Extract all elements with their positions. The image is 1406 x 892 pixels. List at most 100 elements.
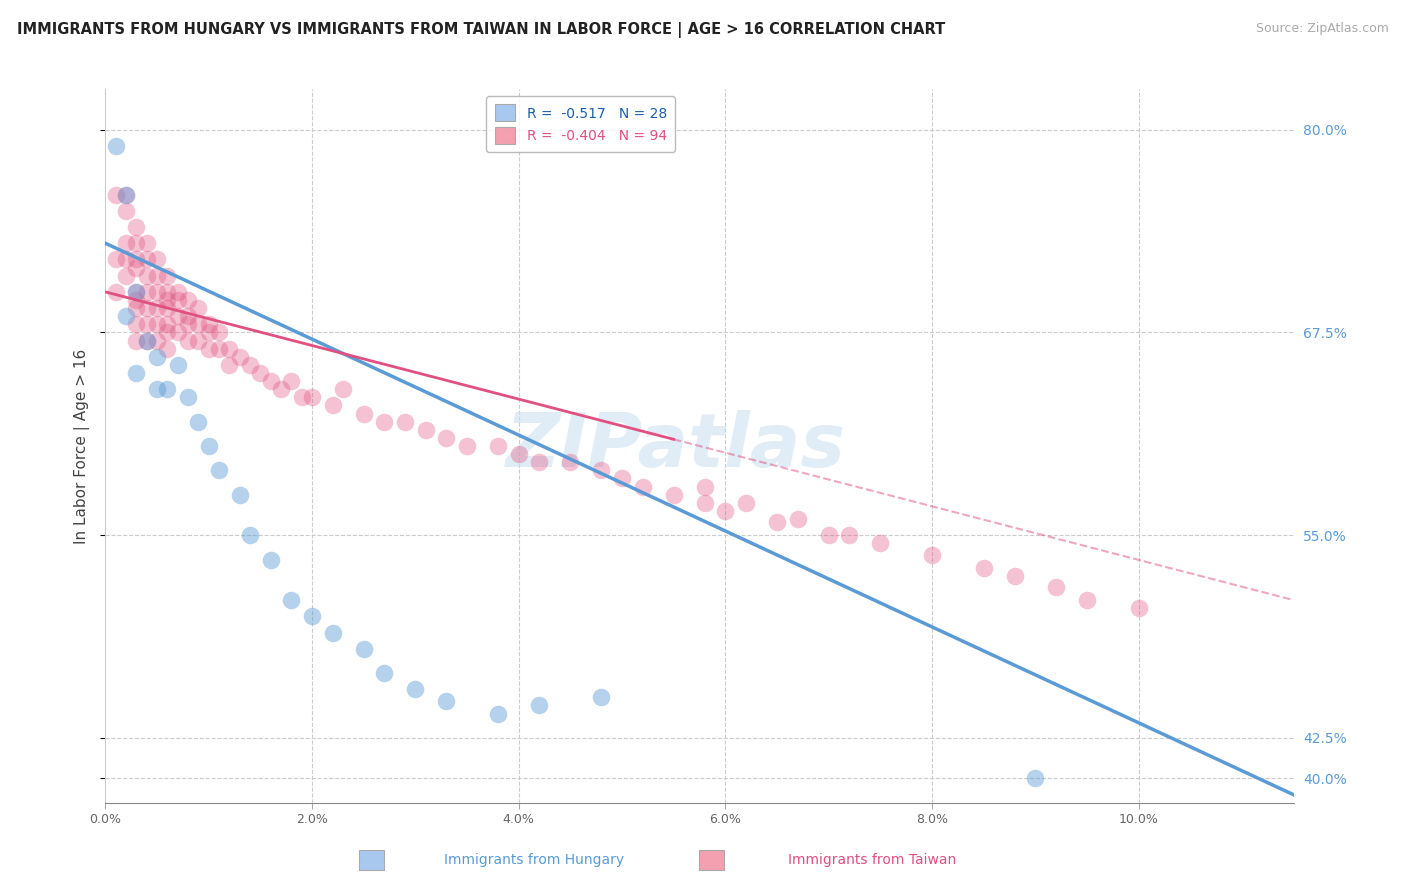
Point	[146, 318, 169, 332]
Point	[229, 350, 252, 364]
Point	[280, 593, 302, 607]
Point	[177, 334, 200, 348]
Point	[156, 326, 179, 340]
Point	[135, 334, 157, 348]
Point	[735, 496, 758, 510]
Point	[177, 318, 200, 332]
Point	[456, 439, 478, 453]
Point	[869, 536, 891, 550]
Point	[125, 366, 148, 380]
Point	[591, 690, 613, 705]
Point	[125, 334, 148, 348]
Point	[135, 318, 157, 332]
Point	[208, 463, 231, 477]
Point	[146, 334, 169, 348]
Point	[591, 463, 613, 477]
Point	[353, 641, 375, 656]
Point	[125, 301, 148, 315]
Point	[921, 548, 943, 562]
Point	[291, 390, 314, 404]
Point	[415, 423, 437, 437]
Point	[115, 252, 138, 267]
Point	[166, 358, 188, 372]
Legend: R =  -0.517   N = 28, R =  -0.404   N = 94: R = -0.517 N = 28, R = -0.404 N = 94	[486, 96, 675, 153]
Point	[115, 310, 138, 324]
Point	[486, 439, 509, 453]
Point	[104, 252, 127, 267]
Point	[177, 390, 200, 404]
Point	[156, 285, 179, 299]
Point	[125, 285, 148, 299]
Point	[766, 515, 789, 529]
Point	[156, 318, 179, 332]
Point	[239, 358, 262, 372]
Text: Immigrants from Taiwan: Immigrants from Taiwan	[787, 853, 956, 867]
Point	[260, 552, 283, 566]
Point	[104, 285, 127, 299]
Point	[280, 374, 302, 388]
Point	[125, 220, 148, 235]
Point	[146, 350, 169, 364]
Point	[508, 447, 530, 461]
Point	[115, 268, 138, 283]
Point	[693, 496, 716, 510]
Point	[486, 706, 509, 721]
Point	[125, 285, 148, 299]
Point	[218, 358, 240, 372]
Point	[104, 139, 127, 153]
Point	[693, 479, 716, 493]
Point	[166, 326, 188, 340]
Point	[560, 455, 582, 469]
Point	[125, 293, 148, 307]
Point	[1128, 601, 1150, 615]
Point	[786, 512, 808, 526]
Point	[332, 382, 354, 396]
Point	[177, 293, 200, 307]
Point	[177, 310, 200, 324]
Point	[973, 560, 995, 574]
Point	[146, 268, 169, 283]
Point	[166, 293, 188, 307]
Point	[260, 374, 283, 388]
Point	[838, 528, 860, 542]
Point	[404, 682, 426, 697]
Point	[135, 268, 157, 283]
Point	[125, 318, 148, 332]
Point	[156, 293, 179, 307]
Point	[115, 187, 138, 202]
Point	[817, 528, 839, 542]
Point	[270, 382, 292, 396]
Point	[610, 471, 633, 485]
Point	[104, 187, 127, 202]
Point	[125, 260, 148, 275]
Point	[146, 252, 169, 267]
Point	[115, 203, 138, 218]
Point	[156, 342, 179, 356]
Point	[187, 334, 209, 348]
Point	[1024, 772, 1046, 786]
Point	[714, 504, 737, 518]
Point	[197, 439, 219, 453]
Point	[197, 326, 219, 340]
Point	[166, 310, 188, 324]
Point	[373, 666, 395, 681]
Y-axis label: In Labor Force | Age > 16: In Labor Force | Age > 16	[75, 349, 90, 543]
Point	[197, 318, 219, 332]
Point	[115, 187, 138, 202]
Point	[373, 415, 395, 429]
Point	[434, 693, 457, 707]
Point	[301, 609, 323, 624]
Point	[239, 528, 262, 542]
Point	[125, 236, 148, 251]
Point	[434, 431, 457, 445]
Point	[135, 334, 157, 348]
Point	[146, 301, 169, 315]
Point	[135, 252, 157, 267]
Point	[156, 382, 179, 396]
Point	[146, 285, 169, 299]
FancyBboxPatch shape	[359, 850, 384, 870]
Point	[529, 455, 551, 469]
Point	[135, 236, 157, 251]
Point	[322, 399, 344, 413]
Point	[135, 301, 157, 315]
